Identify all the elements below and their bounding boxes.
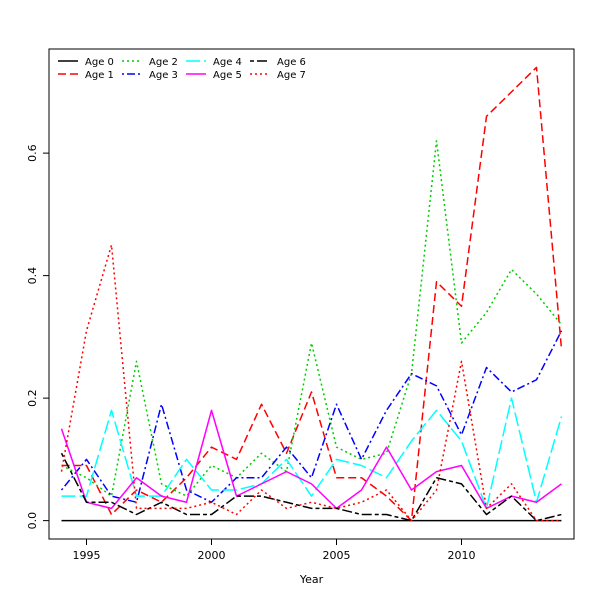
legend-label-2: Age 2 [149, 57, 178, 68]
y-tick-label: 0.2 [26, 389, 39, 407]
series-line-2 [61, 140, 563, 497]
legend-label-6: Age 6 [277, 57, 306, 68]
series-line-1 [61, 66, 563, 522]
y-tick-label: 0.0 [26, 512, 39, 530]
legend-label-7: Age 7 [277, 70, 306, 81]
x-axis-label: Year [299, 573, 324, 586]
y-tick-label: 0.4 [26, 267, 39, 285]
y-axis: 0.0 0.2 0.4 0.6 [26, 144, 49, 529]
series-line-7 [60, 244, 562, 522]
legend-label-1: Age 1 [85, 70, 114, 81]
series-line-3 [60, 330, 563, 503]
series-line-5 [60, 409, 562, 510]
legend-label-4: Age 4 [213, 57, 242, 68]
x-axis: 1995 2000 2005 2010 [73, 539, 476, 562]
x-tick-label: 2005 [323, 549, 351, 562]
legend-label-3: Age 3 [149, 70, 178, 81]
legend-label-0: Age 0 [85, 57, 114, 68]
plot-series [60, 66, 563, 522]
x-tick-label: 1995 [73, 549, 101, 562]
x-tick-label: 2010 [448, 549, 476, 562]
legend: Age 0 Age 1 Age 2 Age 3 Age 4 Age 5 Age 6 Age 7 [58, 57, 306, 81]
x-tick-label: 2000 [198, 549, 226, 562]
plot-frame [48, 48, 575, 540]
series-line-4 [61, 397, 563, 510]
y-tick-label: 0.6 [26, 144, 39, 162]
legend-label-5: Age 5 [213, 70, 242, 81]
series-line-6 [60, 452, 562, 522]
